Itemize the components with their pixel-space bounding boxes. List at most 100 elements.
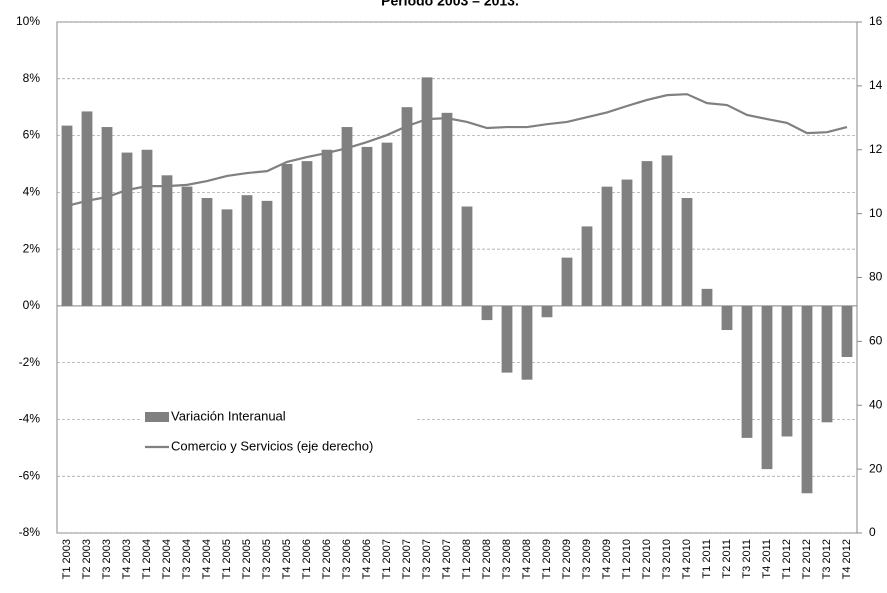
bar: [481, 305, 493, 321]
bar: [401, 107, 413, 306]
x-tick-label: T1 2004: [141, 539, 153, 579]
y2-tick-label: 40: [869, 397, 883, 411]
x-tick-label: T3 2009: [581, 539, 593, 579]
bar: [761, 305, 773, 470]
x-tick-label: T1 2012: [781, 539, 793, 579]
bar: [821, 305, 833, 423]
bar: [301, 161, 313, 306]
bar: [721, 305, 733, 331]
bar: [161, 175, 173, 306]
legend-label: Comercio y Servicios (eje derecho): [171, 438, 373, 453]
x-tick-label: T1 2010: [621, 539, 633, 579]
bar: [101, 127, 113, 306]
bar: [581, 226, 593, 306]
x-tick-label: T3 2007: [421, 539, 433, 579]
y2-tick-label: 0: [869, 525, 876, 539]
x-tick-label: T3 2004: [181, 539, 193, 579]
x-tick-label: T2 2003: [81, 539, 93, 579]
bar: [81, 111, 93, 306]
y2-tick-label: 16: [869, 14, 883, 28]
bar: [661, 155, 673, 306]
bar: [541, 305, 553, 318]
y2-tick-label: 20: [869, 461, 883, 475]
x-tick-label: T2 2008: [481, 539, 493, 579]
legend-bg: [140, 435, 415, 459]
bar: [201, 198, 213, 306]
bar: [221, 209, 233, 306]
y-tick-label: -8%: [19, 525, 41, 539]
x-tick-label: T2 2010: [641, 539, 653, 579]
x-tick-label: T1 2009: [541, 539, 553, 579]
chart-title: Período 2003 – 2013.: [381, 0, 519, 9]
y2-tick-label: 10: [869, 206, 883, 220]
x-tick-label: T4 2005: [281, 539, 293, 579]
x-tick-label: T1 2011: [701, 539, 713, 579]
x-tick-label: T1 2008: [461, 539, 473, 579]
x-tick-label: T2 2004: [161, 539, 173, 579]
line: [66, 93, 848, 208]
x-tick-label: T4 2003: [121, 539, 133, 579]
bar: [521, 305, 533, 380]
bar: [341, 127, 353, 306]
bar: [561, 257, 573, 306]
x-tick-label: T2 2012: [801, 539, 813, 579]
y-tick-label: 2%: [23, 241, 41, 255]
bar: [501, 305, 513, 373]
y2-tick-label: 80: [869, 270, 883, 284]
legend-bg: [140, 405, 415, 429]
bar: [461, 206, 473, 306]
bar: [781, 305, 793, 437]
y-tick-label: -2%: [19, 355, 41, 369]
x-tick-label: T4 2010: [681, 539, 693, 579]
x-tick-label: T3 2011: [741, 539, 753, 579]
y2-tick-label: 60: [869, 334, 883, 348]
y-tick-label: -4%: [19, 412, 41, 426]
x-tick-label: T4 2012: [841, 539, 853, 579]
x-tick-label: T1 2005: [221, 539, 233, 579]
x-tick-label: T4 2004: [201, 539, 213, 579]
y-tick-label: 8%: [23, 71, 41, 85]
x-tick-label: T1 2006: [301, 539, 313, 579]
legend-swatch: [145, 412, 169, 422]
bar: [681, 198, 693, 306]
bar: [281, 163, 293, 306]
x-tick-label: T4 2006: [361, 539, 373, 579]
x-tick-label: T4 2011: [761, 539, 773, 579]
y2-tick-label: 12: [869, 142, 883, 156]
y-tick-label: 6%: [23, 128, 41, 142]
bar: [441, 112, 453, 306]
bar: [381, 142, 393, 306]
x-tick-label: T1 2003: [61, 539, 73, 579]
x-tick-label: T2 2005: [241, 539, 253, 579]
x-tick-label: T4 2009: [601, 539, 613, 579]
x-tick-label: T3 2003: [101, 539, 113, 579]
y-tick-label: -6%: [19, 468, 41, 482]
bar: [361, 146, 373, 306]
bar: [121, 152, 133, 306]
bar: [741, 305, 753, 438]
bar: [841, 305, 853, 357]
y-tick-label: 0%: [23, 298, 41, 312]
x-tick-label: T1 2007: [381, 539, 393, 579]
bar: [601, 186, 613, 306]
bar: [421, 77, 433, 306]
bar: [61, 125, 73, 306]
bar: [141, 149, 153, 306]
y-tick-label: 10%: [16, 14, 40, 28]
legend-label: Variación Interanual: [171, 408, 286, 423]
x-tick-label: T2 2006: [321, 539, 333, 579]
bar: [261, 200, 273, 306]
bar: [181, 186, 193, 306]
x-tick-label: T3 2006: [341, 539, 353, 579]
bar: [641, 161, 653, 306]
x-tick-label: T2 2007: [401, 539, 413, 579]
bar: [621, 179, 633, 306]
bar: [241, 195, 253, 306]
x-tick-label: T3 2012: [821, 539, 833, 579]
x-tick-label: T3 2008: [501, 539, 513, 579]
y2-tick-label: 14: [869, 78, 883, 92]
x-tick-label: T2 2009: [561, 539, 573, 579]
y-tick-label: 4%: [23, 185, 41, 199]
